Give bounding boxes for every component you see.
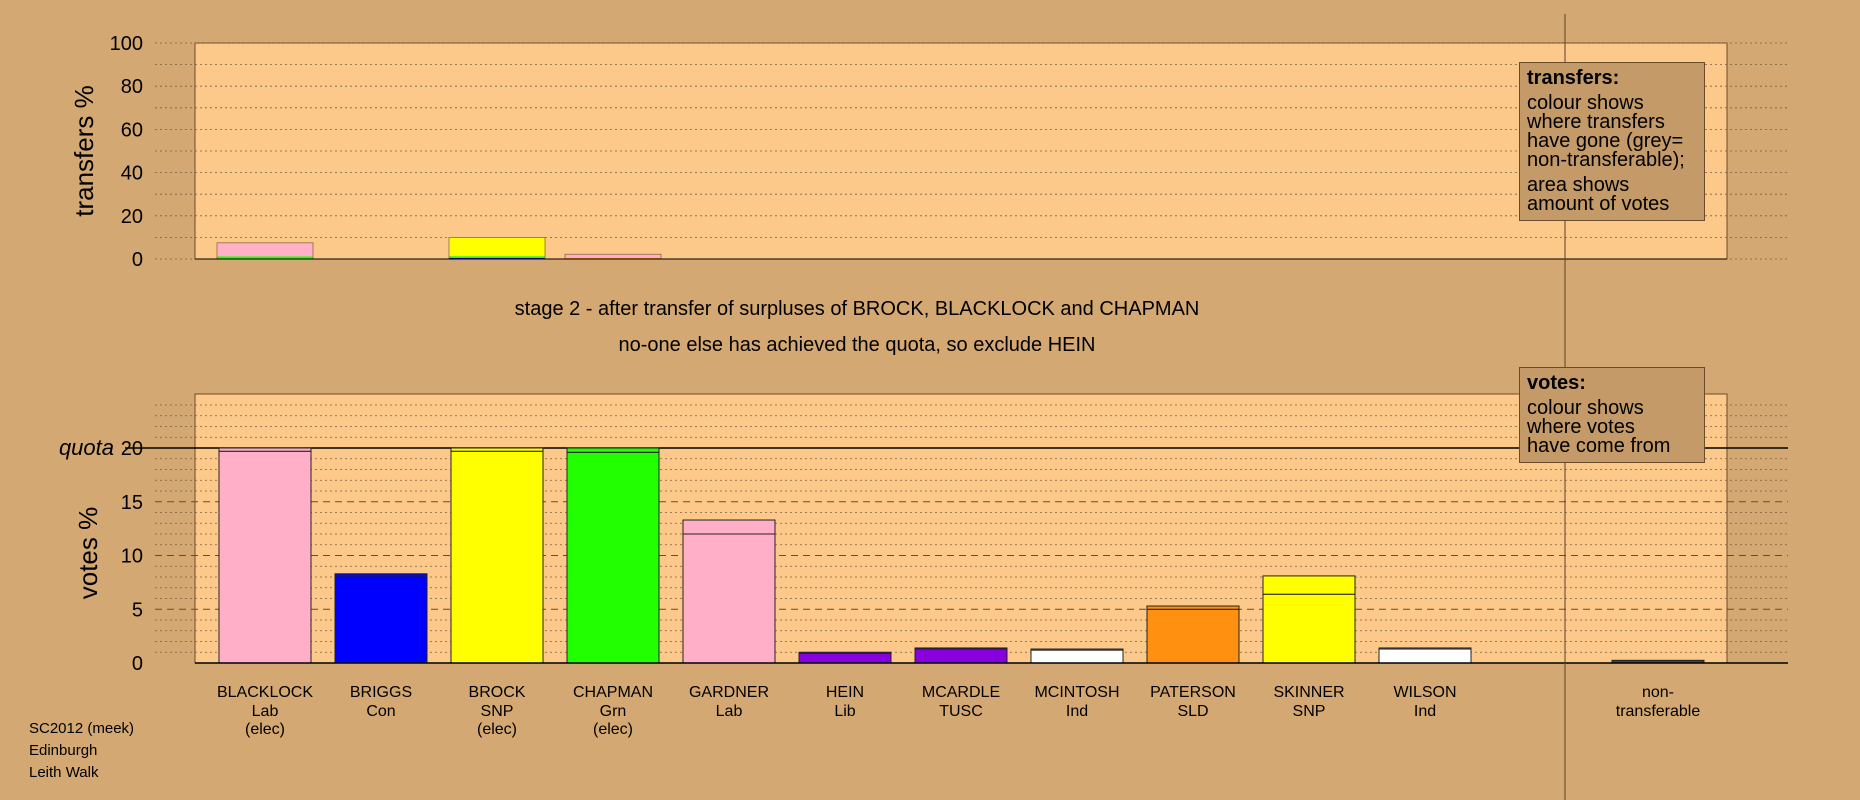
transfer-bar-segment <box>449 257 545 259</box>
vote-bar-transfer <box>682 519 776 535</box>
vote-bar-original <box>682 533 776 664</box>
candidate-party: Grn <box>600 703 627 720</box>
votes-y-tick-label: 10 <box>121 546 143 568</box>
candidate-party: SLD <box>1177 703 1208 720</box>
vote-bar-transfer <box>1262 575 1356 595</box>
candidate-name: BLACKLOCK <box>217 684 313 701</box>
candidate-party: SNP <box>1293 703 1326 720</box>
vote-bar-original <box>1146 608 1240 664</box>
votes-legend: votes: colour shows where votes have com… <box>1519 367 1705 463</box>
votes-y-tick-label: 15 <box>121 492 143 514</box>
candidate-party: Lab <box>252 703 279 720</box>
vote-bar-transfer <box>450 447 544 452</box>
transfers-y-tick-label: 80 <box>121 76 143 98</box>
vote-bar-transfer <box>1030 648 1124 651</box>
vote-bar-transfer <box>914 647 1008 650</box>
transfers-legend-line: area shows <box>1527 174 1630 196</box>
vote-bar-original <box>334 575 428 664</box>
vote-bar-original <box>1378 648 1472 664</box>
transfer-bar-segment <box>449 256 545 258</box>
candidate-name: SKINNER <box>1273 684 1344 701</box>
transfers-legend-line: where transfers <box>1527 111 1665 133</box>
footer-city: Edinburgh <box>29 742 98 759</box>
stage-title-line2: no-one else has achieved the quota, so e… <box>618 334 1096 356</box>
transfer-bar-segment <box>565 257 661 259</box>
candidate-name: WILSON <box>1393 684 1456 701</box>
transfers-y-tick-label: 100 <box>110 33 143 55</box>
transfers-legend-line: have gone (grey= <box>1527 130 1684 152</box>
votes-legend-line: colour shows <box>1527 397 1644 419</box>
transfers-y-tick-label: 40 <box>121 163 143 185</box>
vote-bar-original <box>566 451 660 664</box>
vote-bar-transfer <box>1146 605 1240 610</box>
vote-bar-original <box>450 450 544 664</box>
transfer-bar-segment <box>217 242 313 257</box>
votes-legend-line: have come from <box>1527 435 1671 457</box>
nontransferable-label: transferable <box>1616 703 1701 720</box>
vote-bar-original <box>218 450 312 664</box>
transfers-chart: 0 20 40 60 80 100 transfers % <box>69 33 1788 271</box>
candidate-name: BROCK <box>469 684 526 701</box>
votes-y-axis-label: votes % <box>73 507 103 600</box>
transfers-legend-line: colour shows <box>1527 92 1644 114</box>
candidate-name: PATERSON <box>1150 684 1236 701</box>
candidate-party: Ind <box>1066 703 1088 720</box>
transfer-bar-segment <box>565 254 661 258</box>
candidate-name: MCINTOSH <box>1034 684 1119 701</box>
transfers-y-axis-label: transfers % <box>69 85 99 217</box>
vote-bar-transfer <box>798 651 892 654</box>
transfers-legend-line: amount of votes <box>1527 193 1670 215</box>
candidate-party: TUSC <box>939 703 983 720</box>
candidate-party: Lab <box>716 703 743 720</box>
votes-legend-title: votes: <box>1527 372 1586 394</box>
vote-bar-original <box>1262 593 1356 664</box>
footer-ward: Leith Walk <box>29 764 99 781</box>
transfers-legend: transfers: colour shows where transfers … <box>1519 62 1705 221</box>
candidate-party: Ind <box>1414 703 1436 720</box>
votes-legend-line: where votes <box>1527 416 1635 438</box>
votes-y-tick-label: 20 <box>121 438 143 460</box>
transfers-legend-title: transfers: <box>1527 67 1620 89</box>
vote-bar-original <box>1030 649 1124 664</box>
vote-bar-transfer <box>334 573 428 577</box>
vote-bar-transfer <box>1378 647 1472 650</box>
candidate-status: (elec) <box>477 721 517 738</box>
candidate-status: (elec) <box>593 721 633 738</box>
nontransferable-label: non- <box>1642 684 1674 701</box>
vote-bar-original <box>798 652 892 664</box>
votes-plot-area <box>194 393 1728 664</box>
vote-bar-transfer <box>566 447 660 453</box>
transfer-bar-segment <box>449 237 545 257</box>
candidate-status: (elec) <box>245 721 285 738</box>
footer-source: SC2012 (meek) <box>29 720 135 737</box>
vote-bar-original <box>914 648 1008 664</box>
vote-bar-transfer <box>218 447 312 452</box>
votes-y-tick-label: 0 <box>132 653 143 675</box>
candidate-name: GARDNER <box>689 684 769 701</box>
candidate-name: BRIGGS <box>350 684 412 701</box>
stage-title-line1: stage 2 - after transfer of surpluses of… <box>514 298 1200 320</box>
votes-y-tick-label: 5 <box>132 599 143 621</box>
candidate-party: SNP <box>481 703 514 720</box>
candidate-name: HEIN <box>826 684 864 701</box>
transfers-y-tick-label: 60 <box>121 119 143 141</box>
transfers-y-tick-label: 0 <box>132 249 143 271</box>
candidate-party: Con <box>366 703 395 720</box>
candidate-name: CHAPMAN <box>573 684 653 701</box>
quota-label: quota <box>59 435 114 460</box>
transfers-legend-line: non-transferable); <box>1527 149 1685 171</box>
candidate-party: Lib <box>834 703 855 720</box>
candidate-name: MCARDLE <box>922 684 1000 701</box>
transfer-bar-segment <box>217 256 313 259</box>
transfers-y-tick-label: 20 <box>121 206 143 228</box>
